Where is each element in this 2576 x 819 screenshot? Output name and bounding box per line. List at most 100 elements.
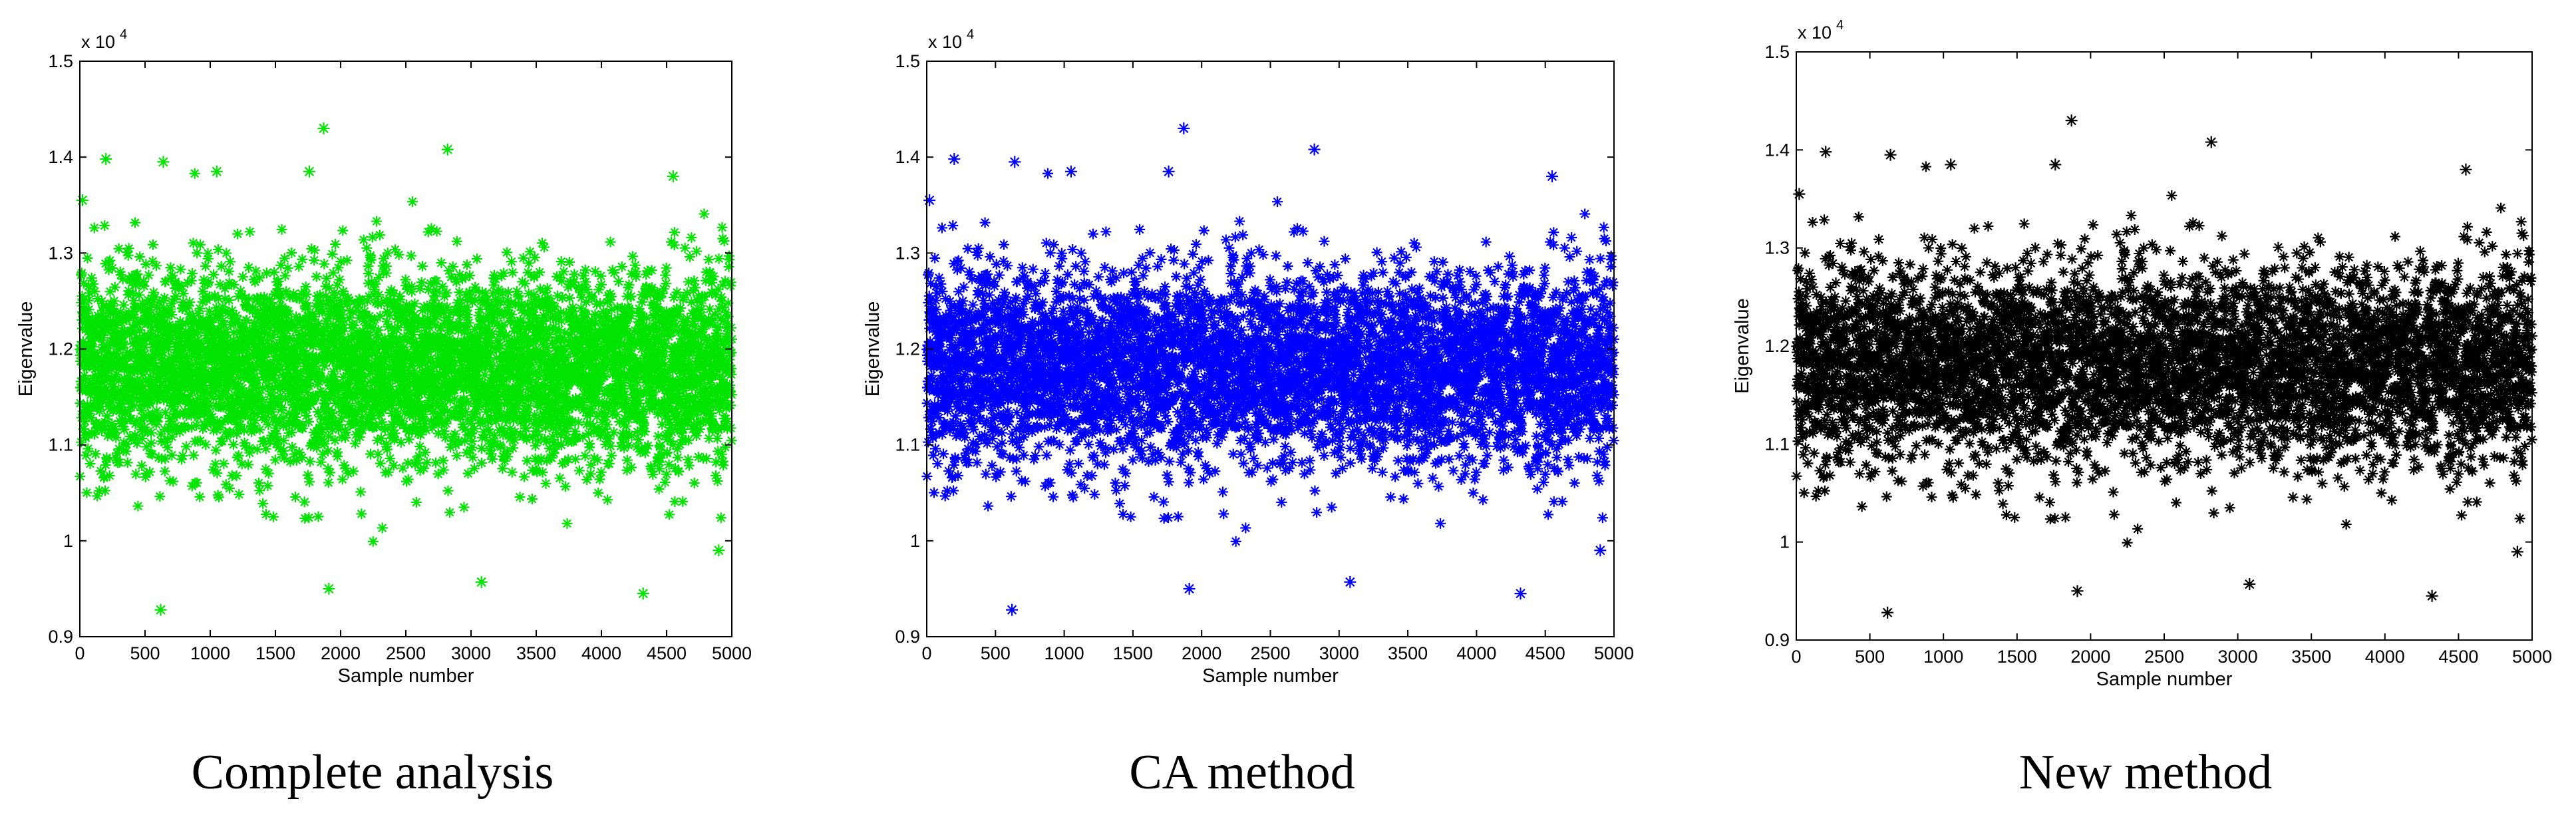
y-tick-label: 1.2 bbox=[895, 339, 920, 359]
data-point bbox=[1183, 582, 1196, 595]
data-point-cloud bbox=[921, 168, 1619, 547]
data-point bbox=[1162, 165, 1175, 178]
y-exponent-label: x 10 bbox=[1798, 23, 1832, 43]
x-tick-label: 4500 bbox=[1526, 643, 1565, 663]
x-tick-label: 4000 bbox=[581, 643, 621, 663]
chart-panel-3: 0 500 1000 1500 2000 2500 3000 3500 4000 4500 5000… bbox=[1732, 18, 2552, 800]
y-tick-label: 1.1 bbox=[895, 435, 920, 455]
data-point bbox=[1178, 122, 1190, 134]
data-point bbox=[2205, 136, 2217, 148]
data-point bbox=[1006, 603, 1019, 616]
data-point bbox=[1546, 170, 1559, 182]
data-point bbox=[1514, 587, 1527, 600]
y-tick-label: 1.5 bbox=[48, 51, 73, 71]
y-tick-label: 1 bbox=[1780, 532, 1790, 552]
data-point bbox=[2426, 589, 2438, 602]
x-tick-label: 4500 bbox=[647, 643, 687, 663]
x-tick-label: 3000 bbox=[451, 643, 491, 663]
data-point bbox=[323, 582, 335, 595]
data-points bbox=[921, 122, 1619, 616]
data-point bbox=[667, 170, 679, 182]
x-tick-label: 4000 bbox=[2365, 647, 2405, 667]
y-exponent-power: 4 bbox=[967, 27, 974, 42]
y-tick-label: 1.4 bbox=[1764, 140, 1790, 160]
data-point bbox=[210, 165, 223, 178]
data-point-cloud bbox=[1791, 161, 2537, 548]
x-axis-label: Sample number bbox=[2096, 669, 2233, 690]
x-tick-label: 0 bbox=[75, 643, 84, 663]
y-axis-label: Eigenvalue bbox=[1732, 298, 1753, 394]
x-tick-label: 1000 bbox=[190, 643, 230, 663]
data-point bbox=[303, 165, 315, 178]
y-axis-label: Eigenvalue bbox=[862, 301, 884, 397]
data-point bbox=[1945, 158, 1957, 171]
data-points bbox=[1791, 114, 2537, 619]
y-tick-label: 1.3 bbox=[48, 243, 73, 263]
data-point bbox=[1820, 146, 1832, 158]
x-tick-label: 1500 bbox=[1113, 643, 1153, 663]
data-point bbox=[2460, 163, 2472, 176]
data-point bbox=[1344, 575, 1357, 588]
x-tick-label: 1500 bbox=[1997, 647, 2037, 667]
x-axis-label: Sample number bbox=[1202, 665, 1339, 687]
data-point bbox=[1064, 165, 1077, 178]
x-tick-label: 500 bbox=[130, 643, 160, 663]
data-point-cloud bbox=[75, 168, 737, 547]
y-tick-label: 1.3 bbox=[895, 243, 920, 263]
y-tick-label: 1.5 bbox=[1764, 42, 1790, 62]
y-tick-label: 1.4 bbox=[48, 147, 73, 167]
data-point bbox=[713, 544, 725, 557]
data-point bbox=[441, 143, 454, 156]
y-tick-label: 0.9 bbox=[895, 627, 920, 647]
x-tick-label: 2000 bbox=[321, 643, 361, 663]
y-tick-label: 1.3 bbox=[1764, 238, 1790, 258]
y-tick-label: 1 bbox=[910, 531, 920, 551]
data-point bbox=[637, 587, 649, 600]
x-tick-label: 1500 bbox=[255, 643, 295, 663]
data-point bbox=[157, 156, 170, 168]
y-tick-label: 1.4 bbox=[895, 147, 920, 167]
y-tick-label: 1.5 bbox=[895, 51, 920, 71]
data-point bbox=[1009, 156, 1021, 168]
x-tick-label: 5000 bbox=[712, 643, 752, 663]
data-point bbox=[76, 194, 88, 207]
x-tick-label: 3000 bbox=[2218, 647, 2258, 667]
x-tick-label: 3500 bbox=[2291, 647, 2331, 667]
y-tick-label: 1 bbox=[63, 531, 73, 551]
data-point bbox=[2049, 158, 2062, 171]
y-tick-label: 0.9 bbox=[48, 627, 73, 647]
x-tick-label: 2000 bbox=[2070, 647, 2110, 667]
chart-panel-2: 0 500 1000 1500 2000 2500 3000 3500 4000 4500 5000… bbox=[862, 27, 1634, 800]
panel-caption: New method bbox=[2019, 745, 2272, 800]
x-tick-label: 500 bbox=[1855, 647, 1885, 667]
data-points bbox=[75, 122, 737, 616]
y-tick-label: 1.1 bbox=[1764, 434, 1790, 454]
x-tick-label: 4000 bbox=[1456, 643, 1496, 663]
data-point bbox=[2065, 114, 2078, 127]
y-axis-label: Eigenvalue bbox=[15, 301, 37, 397]
data-point bbox=[100, 153, 112, 166]
data-point bbox=[948, 153, 961, 166]
data-point bbox=[2243, 578, 2256, 591]
y-tick-label: 1.2 bbox=[48, 339, 73, 359]
data-point bbox=[1884, 148, 1897, 161]
x-tick-label: 0 bbox=[921, 643, 931, 663]
x-tick-label: 3500 bbox=[516, 643, 556, 663]
data-point bbox=[317, 122, 330, 134]
panel-caption: Complete analysis bbox=[192, 745, 554, 800]
data-point bbox=[1308, 143, 1321, 156]
data-point bbox=[2071, 585, 2084, 597]
x-tick-label: 4500 bbox=[2438, 647, 2478, 667]
y-exponent-power: 4 bbox=[120, 27, 127, 42]
data-point bbox=[2511, 546, 2523, 558]
data-point bbox=[475, 575, 488, 588]
data-point bbox=[1793, 188, 1806, 200]
x-tick-label: 500 bbox=[981, 643, 1011, 663]
x-axis-label: Sample number bbox=[338, 665, 474, 687]
y-tick-label: 1.2 bbox=[1764, 336, 1790, 356]
x-tick-label: 1000 bbox=[1045, 643, 1084, 663]
data-point bbox=[923, 194, 936, 207]
y-exponent-power: 4 bbox=[1836, 18, 1844, 33]
y-exponent-label: x 10 bbox=[928, 32, 962, 52]
